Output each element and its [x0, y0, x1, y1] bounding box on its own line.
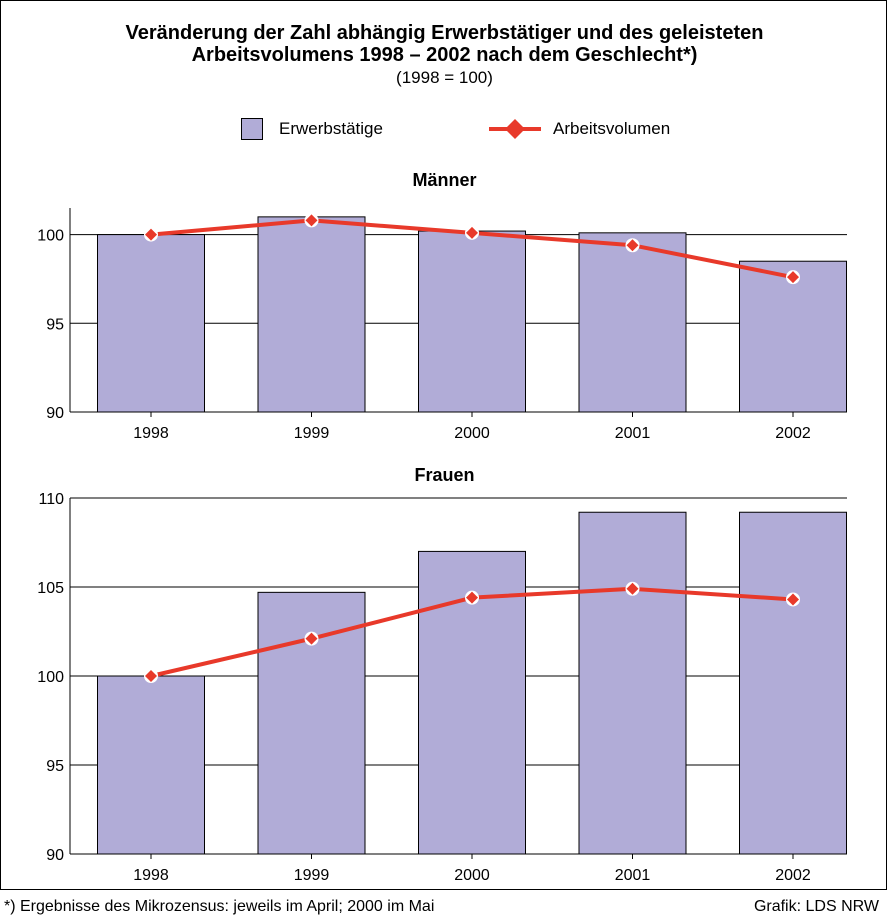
point-frauen-1999 — [305, 632, 318, 645]
xtick-label-frauen-1999: 1999 — [294, 867, 330, 884]
bar-frauen-2002 — [739, 511, 847, 855]
ytick-label-maenner: 95 — [46, 316, 64, 333]
panel-maenner: 90 95 100 1998 1999 2000 2001 2002 — [37, 208, 847, 442]
xtick-label-frauen-2001: 2001 — [615, 867, 651, 884]
bar-frauen-2001 — [578, 511, 687, 855]
point-maenner-2000 — [466, 226, 478, 239]
footnote: *) Ergebnisse des Mikrozensus: jeweils i… — [4, 898, 435, 915]
legend-bar-label: Erwerbstätige — [279, 119, 383, 138]
xtick-label-maenner-1999: 1999 — [294, 425, 330, 442]
xtick-label-maenner-2001: 2001 — [615, 425, 651, 442]
xtick-label-maenner-2000: 2000 — [454, 425, 490, 442]
panel-frauen: 90 95 100 105 110 1998 1999 2000 2001 2002 — [37, 491, 847, 884]
xtick-label-frauen-2000: 2000 — [454, 867, 490, 884]
point-frauen-2002 — [787, 593, 799, 606]
bar-maenner-2000 — [418, 230, 526, 413]
legend-bar-swatch — [241, 118, 263, 140]
credit: Grafik: LDS NRW — [753, 898, 879, 915]
xtick-label-frauen-2002: 2002 — [775, 867, 811, 884]
xtick-label-maenner-1998: 1998 — [133, 425, 169, 442]
point-maenner-1998 — [145, 228, 157, 241]
legend-line-label: Arbeitsvolumen — [553, 119, 671, 138]
chart-title-line1: Veränderung der Zahl abhängig Erwerbstät… — [125, 22, 764, 44]
chart-frame — [0, 0, 887, 890]
ytick-label-maenner: 90 — [46, 405, 64, 422]
point-maenner-1999 — [305, 214, 318, 227]
bar-frauen-1999 — [257, 591, 366, 855]
chart-title-line2: Arbeitsvolumens 1998 – 2002 nach dem Ges… — [191, 44, 698, 66]
point-frauen-1998 — [145, 670, 157, 682]
point-maenner-2001 — [626, 239, 639, 252]
ytick-label-frauen: 110 — [38, 491, 64, 508]
ytick-label-frauen: 105 — [37, 580, 64, 597]
xtick-label-frauen-1998: 1998 — [133, 867, 169, 884]
bar-maenner-2001 — [578, 232, 687, 413]
bar-frauen-1998 — [97, 675, 205, 855]
point-frauen-2001 — [626, 582, 639, 595]
point-frauen-2000 — [466, 591, 478, 604]
panel-title-maenner: Männer — [412, 170, 477, 190]
chart-subtitle: (1998 = 100) — [396, 68, 493, 87]
point-maenner-2002 — [787, 271, 799, 284]
ytick-label-maenner: 100 — [37, 228, 64, 245]
legend-line-swatch — [489, 119, 541, 139]
bar-maenner-2002 — [739, 260, 847, 413]
xtick-label-maenner-2002: 2002 — [775, 425, 811, 442]
ytick-label-frauen: 95 — [46, 758, 64, 775]
panel-title-frauen: Frauen — [414, 465, 475, 485]
bar-maenner-1999 — [257, 216, 366, 413]
chart-canvas: 90 95 100 1998 1999 2000 2001 2002 90 95 100 105 110… — [37, 208, 847, 884]
ytick-label-frauen: 90 — [46, 847, 64, 864]
ytick-label-frauen: 100 — [37, 669, 64, 686]
bar-maenner-1998 — [97, 234, 205, 413]
